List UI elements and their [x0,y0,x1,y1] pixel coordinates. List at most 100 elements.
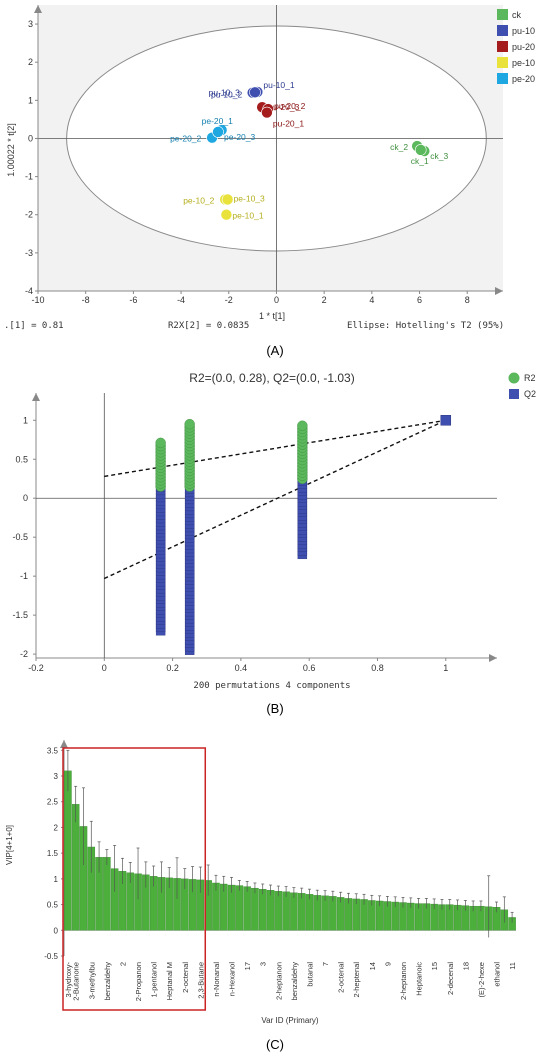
panel-b-x-tick-label: -0.2 [28,663,44,673]
vip-variable-label: benzaldehy [290,962,299,1001]
panel-b-x-tick-label: 0.4 [235,663,248,673]
panel-b-x-tick-label: 0.6 [303,663,316,673]
vip-variable-label: 9 [383,962,392,966]
highlight-box [62,747,207,1011]
panel-a-footer-ellipse: Ellipse: Hotelling's T2 (95%) [347,321,504,331]
vip-bar [251,887,259,931]
panel-c-y-tick-label: 3 [54,772,59,781]
panel-c-label: (C) [266,1037,284,1052]
q2-original-point [440,415,452,426]
vip-variable-label: 18 [461,962,470,970]
vip-variable-label: 14 [368,962,377,970]
vip-variable-label: 3 [259,962,268,966]
score-point-label: ck_3 [430,151,448,161]
panel-c-y-tick-label: 0.5 [47,901,59,910]
panel-a-plot-area: -10 -8 -6 -4 -2 0 2 4 6 8-4-3-2-10123ck_2ck_3ck_1… [25,5,503,305]
panel-a-x-tick-label: 0 [274,295,279,305]
panel-c-x-axis-label: Var ID (Primary) [261,1016,319,1025]
score-point-label: pe-10_2 [183,195,214,205]
vip-bar [313,895,322,931]
score-point-label: pe-20_2 [170,134,201,144]
panel-b-y-tick-label: -1.5 [12,610,28,620]
vip-variable-label: 3-methylbu [87,962,96,999]
vip-variable-label: 2-heptenal [352,962,361,998]
panel-a-x-tick-label: 6 [417,295,422,305]
legend-label-ck: ck [512,10,522,20]
vip-bar [71,804,80,931]
panel-b-x-tick-label: 0.2 [166,663,179,673]
panel-a-y-tick-label: 2 [28,57,33,67]
vip-variable-label: Heptanoic [415,962,424,996]
panel-b-y-tick-label: -1 [20,571,28,581]
vip-variable-label: Heptanal M [165,962,174,1000]
panel-b-y-tick-label: -0.5 [12,532,28,542]
vip-variable-label: 2-octenal [181,962,190,993]
panel-a-x-tick-label: -4 [177,295,185,305]
panel-c-y-tick-label: 1.5 [47,849,59,858]
r2-permutation-point [297,420,308,431]
panel-a-y-tick-label: -1 [25,172,33,182]
score-point-label: pe-20_1 [202,116,233,126]
score-point-label: pu-10_2 [211,89,242,99]
vip-variable-label: butanal [305,962,314,987]
score-point-pe-10_3 [221,193,234,206]
panel-b-label: (B) [266,701,283,716]
score-point-label: pe-10_3 [234,193,265,203]
panel-a-x-tick-label: -10 [31,295,44,305]
vip-variable-label: n-Nonanal [212,962,221,997]
vip-variable-label: 2-heptanon [274,962,283,1000]
vip-variable-label: 7 [321,962,330,966]
vip-variable-label: benzaldehy [103,962,112,1001]
score-point-label: ck_1 [411,156,429,166]
panel-b-y-tick-label: 0.5 [15,454,28,464]
legend-label-pe-20: pe-20 [512,74,535,84]
panel-c-y-tick-label: 0 [54,926,59,935]
vip-bar [290,892,298,931]
legend-swatch-pe-20 [497,73,508,84]
vip-bar [235,885,244,931]
regression-line-Q2 [104,419,447,580]
vip-bar [64,770,72,931]
legend-label-pu-20: pu-20 [512,42,535,52]
panel-c-y-tick-label: -0.5 [44,952,58,961]
panel-a-legend: ck pu-10 pu-20 pe-10 pe-20 [497,9,535,84]
panel-a-x-axis-arrow [495,287,503,295]
panel-b-y-axis-arrow [32,393,40,401]
vip-bar [266,890,275,931]
panel-a-y-tick-label: 1 [28,95,33,105]
score-point-label: pu-20_1 [273,119,304,129]
r2-permutation-point [184,418,195,430]
score-point-ck_1 [414,144,427,156]
vip-bar [258,888,267,931]
panel-a-score-plot: -10 -8 -6 -4 -2 0 2 4 6 8-4-3-2-10123ck_2ck_3ck_1… [4,5,535,358]
panel-a-y-tick-label: -2 [25,210,33,220]
panel-b-y-tick-label: 0 [23,493,28,503]
score-point-label: pu-20_3 [268,102,299,112]
vip-bar [243,886,251,931]
legend-label-Q2: Q2 [524,389,536,399]
panel-a-y-tick-label: 3 [28,19,33,29]
score-point-label: pe-20_3 [224,132,255,142]
legend-label-R2: R2 [524,373,536,383]
panel-b-x-axis-arrow [489,654,497,662]
panel-a-x-axis-label: 1 * t[1] [259,311,285,321]
panel-b-plot-area: -0.2 0 0.2 0.4 0.6 0.8 1 -2 -1.5 -1 -0.5 0 0.5 1 [12,393,497,673]
panel-c-vip-plot: -0.5 0 0.5 1 1.5 2 2.5 3 3.5 3-hydroxy-2-Butanone… [5,740,517,1052]
vip-variable-label: 17 [243,962,252,970]
panel-a-y-axis-label: 1.00022 * t[2] [6,123,16,177]
panel-b-y-tick-label: -2 [20,649,28,659]
panel-c-y-tick-label: 1 [54,875,59,884]
score-point-label: pu-20_2 [274,101,305,111]
vip-variable-label: 2-octenal [337,962,346,993]
panel-b-x-axis-label: 200 permutations 4 components [193,681,350,691]
score-point-pe-20_3 [212,126,224,138]
vip-bar [103,857,111,931]
panel-c-y-axis-label: VIP[4+1+0] [5,825,14,865]
legend-swatch-pu-20 [497,41,508,52]
score-point-label: pu-10_3 [209,88,240,98]
panel-b-x-tick-label: 1 [443,663,448,673]
vip-variable-label: 15 [430,962,439,970]
panel-c-y-tick-label: 2 [54,823,59,832]
panel-b-permutation-plot: R2=(0.0, 0.28), Q2=(0.0, -1.03) -0.2 0 0.2… [12,371,536,716]
